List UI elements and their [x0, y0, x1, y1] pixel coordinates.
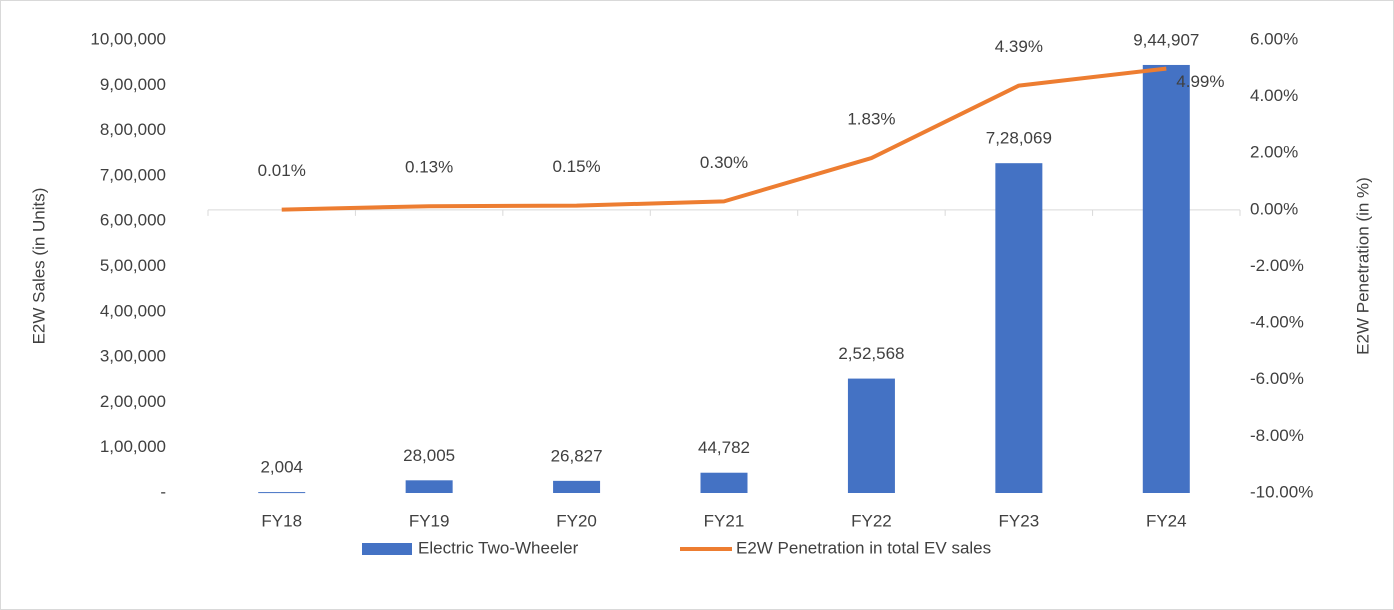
y-axis-title: E2W Sales (in Units)	[29, 188, 48, 345]
bar	[700, 472, 748, 493]
x-tick-label: FY24	[1146, 511, 1187, 530]
y-tick-label: 6,00,000	[100, 211, 166, 230]
x-tick-label: FY19	[409, 511, 450, 530]
y-tick-label: 8,00,000	[100, 120, 166, 139]
data-label: 1.83%	[847, 110, 895, 129]
bar	[258, 492, 306, 494]
legend-label: Electric Two-Wheeler	[418, 538, 579, 557]
y-tick-label: 9,00,000	[100, 75, 166, 94]
data-label: 2,004	[260, 458, 303, 477]
y-tick-label: 1,00,000	[100, 437, 166, 456]
bar	[553, 480, 601, 493]
y2-axis-title: E2W Penetration (in %)	[1353, 177, 1372, 355]
y-tick-label: 7,00,000	[100, 165, 166, 184]
legend-label: E2W Penetration in total EV sales	[736, 538, 991, 557]
data-label: 0.30%	[700, 153, 748, 172]
y-tick-label: 2,00,000	[100, 392, 166, 411]
data-label: 0.13%	[405, 158, 453, 177]
y2-tick-label: 2.00%	[1250, 143, 1298, 162]
data-label: 9,44,907	[1133, 30, 1199, 49]
data-label: 28,005	[403, 446, 455, 465]
y2-tick-label: 6.00%	[1250, 29, 1298, 48]
line	[281, 66, 1167, 212]
y2-tick-label: -8.00%	[1250, 426, 1304, 445]
y-tick-label: -	[160, 482, 166, 501]
x-tick-label: FY23	[999, 511, 1040, 530]
data-label: 4.99%	[1176, 72, 1224, 91]
y2-tick-label: -10.00%	[1250, 482, 1313, 501]
data-label: 0.15%	[552, 157, 600, 176]
y2-tick-label: -2.00%	[1250, 256, 1304, 275]
x-tick-label: FY22	[851, 511, 892, 530]
x-tick-label: FY21	[704, 511, 745, 530]
y2-tick-label: -6.00%	[1250, 369, 1304, 388]
y-tick-label: 4,00,000	[100, 301, 166, 320]
data-label: 7,28,069	[986, 129, 1052, 148]
data-label: 44,782	[698, 438, 750, 457]
data-label: 26,827	[551, 446, 603, 465]
y-tick-label: 10,00,000	[90, 29, 166, 48]
y2-tick-label: 0.00%	[1250, 199, 1298, 218]
data-label: 4.39%	[995, 37, 1043, 56]
y-tick-label: 3,00,000	[100, 347, 166, 366]
y-tick-label: 5,00,000	[100, 256, 166, 275]
y2-tick-label: -4.00%	[1250, 313, 1304, 332]
y2-tick-label: 4.00%	[1250, 86, 1298, 105]
data-label: 2,52,568	[838, 344, 904, 363]
data-label: 0.01%	[258, 161, 306, 180]
bar	[847, 378, 895, 493]
bar	[405, 480, 453, 493]
x-tick-label: FY18	[261, 511, 302, 530]
x-tick-label: FY20	[556, 511, 597, 530]
legend-swatch	[362, 543, 412, 555]
bar	[995, 163, 1043, 493]
bar	[1142, 64, 1190, 494]
